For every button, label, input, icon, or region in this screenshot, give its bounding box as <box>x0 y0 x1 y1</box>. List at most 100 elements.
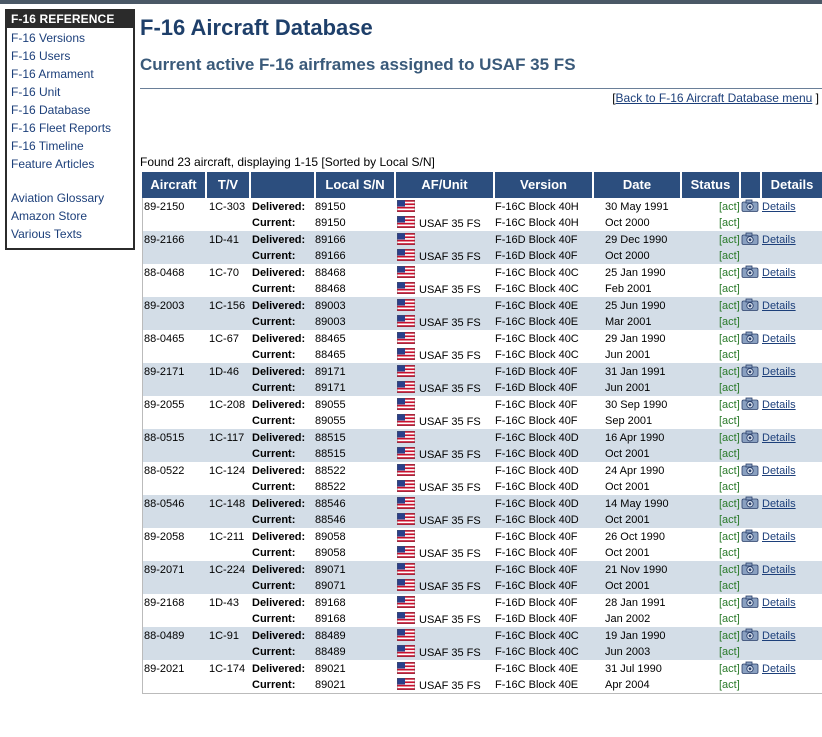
tv-code: 1C-208 <box>209 399 246 411</box>
delivered-label: Delivered: <box>252 630 306 642</box>
status-badge: [act] <box>719 333 740 345</box>
aircraft-serial: 89-2171 <box>144 366 185 378</box>
delivered-label: Delivered: <box>252 597 306 609</box>
table-body: 89-2150 1C-303 Delivered: Current: 89150 8915… <box>142 198 822 694</box>
delivered-label: Delivered: <box>252 267 306 279</box>
current-unit: USAF 35 FS <box>419 350 481 362</box>
details-link[interactable]: Details <box>762 663 796 675</box>
current-local-sn: 88515 <box>315 448 346 460</box>
details-link[interactable]: Details <box>762 465 796 477</box>
camera-icon[interactable] <box>741 232 759 245</box>
aircraft-serial: 89-2071 <box>144 564 185 576</box>
status-badge: [act] <box>719 679 740 691</box>
usa-flag-icon <box>396 562 416 576</box>
camera-icon[interactable] <box>741 364 759 377</box>
delivered-local-sn: 88489 <box>315 630 346 642</box>
delivered-version: F-16C Block 40F <box>495 531 578 543</box>
current-version: F-16C Block 40C <box>495 283 579 295</box>
camera-icon[interactable] <box>741 199 759 212</box>
camera-icon[interactable] <box>741 298 759 311</box>
aircraft-serial: 89-2150 <box>144 201 185 213</box>
delivered-date: 24 Apr 1990 <box>605 465 665 477</box>
current-local-sn: 88546 <box>315 514 346 526</box>
current-label: Current: <box>252 547 296 559</box>
delivered-version: F-16C Block 40E <box>495 663 579 675</box>
delivered-local-sn: 89071 <box>315 564 346 576</box>
details-link[interactable]: Details <box>762 234 796 246</box>
details-link[interactable]: Details <box>762 432 796 444</box>
delivered-date: 14 May 1990 <box>605 498 669 510</box>
current-date: Jun 2001 <box>605 349 651 361</box>
current-date: Oct 2000 <box>605 217 650 229</box>
camera-icon[interactable] <box>741 430 759 443</box>
camera-icon[interactable] <box>741 331 759 344</box>
tv-code: 1C-70 <box>209 267 239 279</box>
current-unit: USAF 35 FS <box>419 218 481 230</box>
details-link[interactable]: Details <box>762 300 796 312</box>
delivered-version: F-16C Block 40D <box>495 465 579 477</box>
sidebar-item-timeline[interactable]: F-16 Timeline <box>11 139 84 153</box>
col-header-tv: T/V <box>207 172 249 198</box>
delivered-version: F-16C Block 40E <box>495 300 579 312</box>
details-link[interactable]: Details <box>762 498 796 510</box>
current-unit: USAF 35 FS <box>419 614 481 626</box>
camera-icon[interactable] <box>741 595 759 608</box>
details-link[interactable]: Details <box>762 630 796 642</box>
details-link[interactable]: Details <box>762 399 796 411</box>
camera-icon[interactable] <box>741 496 759 509</box>
status-badge: [act] <box>719 382 740 394</box>
current-date: Oct 2001 <box>605 547 650 559</box>
current-unit: USAF 35 FS <box>419 548 481 560</box>
table-row: 88-0522 1C-124 Delivered: Current: 88522 8852… <box>143 462 822 495</box>
camera-icon[interactable] <box>741 562 759 575</box>
camera-icon[interactable] <box>741 529 759 542</box>
details-link[interactable]: Details <box>762 333 796 345</box>
sidebar-item-armament[interactable]: F-16 Armament <box>11 67 94 81</box>
table-row: 89-2166 1D-41 Delivered: Current: 89166 89166… <box>143 231 822 264</box>
details-link[interactable]: Details <box>762 564 796 576</box>
table-row: 89-2058 1C-211 Delivered: Current: 89058 8905… <box>143 528 822 561</box>
details-link[interactable]: Details <box>762 597 796 609</box>
details-link[interactable]: Details <box>762 531 796 543</box>
camera-icon[interactable] <box>741 628 759 641</box>
usa-flag-icon <box>396 199 416 213</box>
delivered-version: F-16D Block 40F <box>495 234 578 246</box>
details-link[interactable]: Details <box>762 267 796 279</box>
col-header-version: Version <box>495 172 592 198</box>
usa-flag-icon <box>396 397 416 411</box>
sidebar-item-users[interactable]: F-16 Users <box>11 49 71 63</box>
back-to-database-menu-link[interactable]: Back to F-16 Aircraft Database menu <box>615 91 813 105</box>
sidebar-item-amazon-store[interactable]: Amazon Store <box>11 209 88 223</box>
current-unit: USAF 35 FS <box>419 581 481 593</box>
details-link[interactable]: Details <box>762 201 796 213</box>
camera-icon[interactable] <box>741 463 759 476</box>
usa-flag-icon <box>396 661 416 675</box>
sidebar-item-database[interactable]: F-16 Database <box>11 103 91 117</box>
delivered-version: F-16C Block 40D <box>495 432 579 444</box>
sidebar-item-unit[interactable]: F-16 Unit <box>11 85 61 99</box>
sidebar-item-versions[interactable]: F-16 Versions <box>11 31 86 45</box>
sidebar-item-fleet-reports[interactable]: F-16 Fleet Reports <box>11 121 112 135</box>
aircraft-serial: 89-2168 <box>144 597 185 609</box>
table-row: 89-2168 1D-43 Delivered: Current: 89168 89168… <box>143 594 822 627</box>
bracket-close: ] <box>815 91 819 105</box>
delivered-local-sn: 88515 <box>315 432 346 444</box>
camera-icon[interactable] <box>741 397 759 410</box>
delivered-local-sn: 88468 <box>315 267 346 279</box>
sidebar-item-aviation-glossary[interactable]: Aviation Glossary <box>11 191 105 205</box>
delivered-version: F-16C Block 40C <box>495 333 579 345</box>
delivered-local-sn: 89021 <box>315 663 346 675</box>
col-header-aircraft: Aircraft <box>142 172 205 198</box>
current-label: Current: <box>252 415 296 427</box>
camera-icon[interactable] <box>741 661 759 674</box>
col-header-status: Status <box>682 172 739 198</box>
camera-icon[interactable] <box>741 265 759 278</box>
sidebar-item-various-texts[interactable]: Various Texts <box>11 227 82 241</box>
sidebar-item-feature-articles[interactable]: Feature Articles <box>11 157 95 171</box>
details-link[interactable]: Details <box>762 366 796 378</box>
delivered-label: Delivered: <box>252 564 306 576</box>
status-badge: [act] <box>719 630 740 642</box>
usa-flag-icon <box>396 265 416 279</box>
col-header-blank <box>251 172 314 198</box>
status-badge: [act] <box>719 547 740 559</box>
